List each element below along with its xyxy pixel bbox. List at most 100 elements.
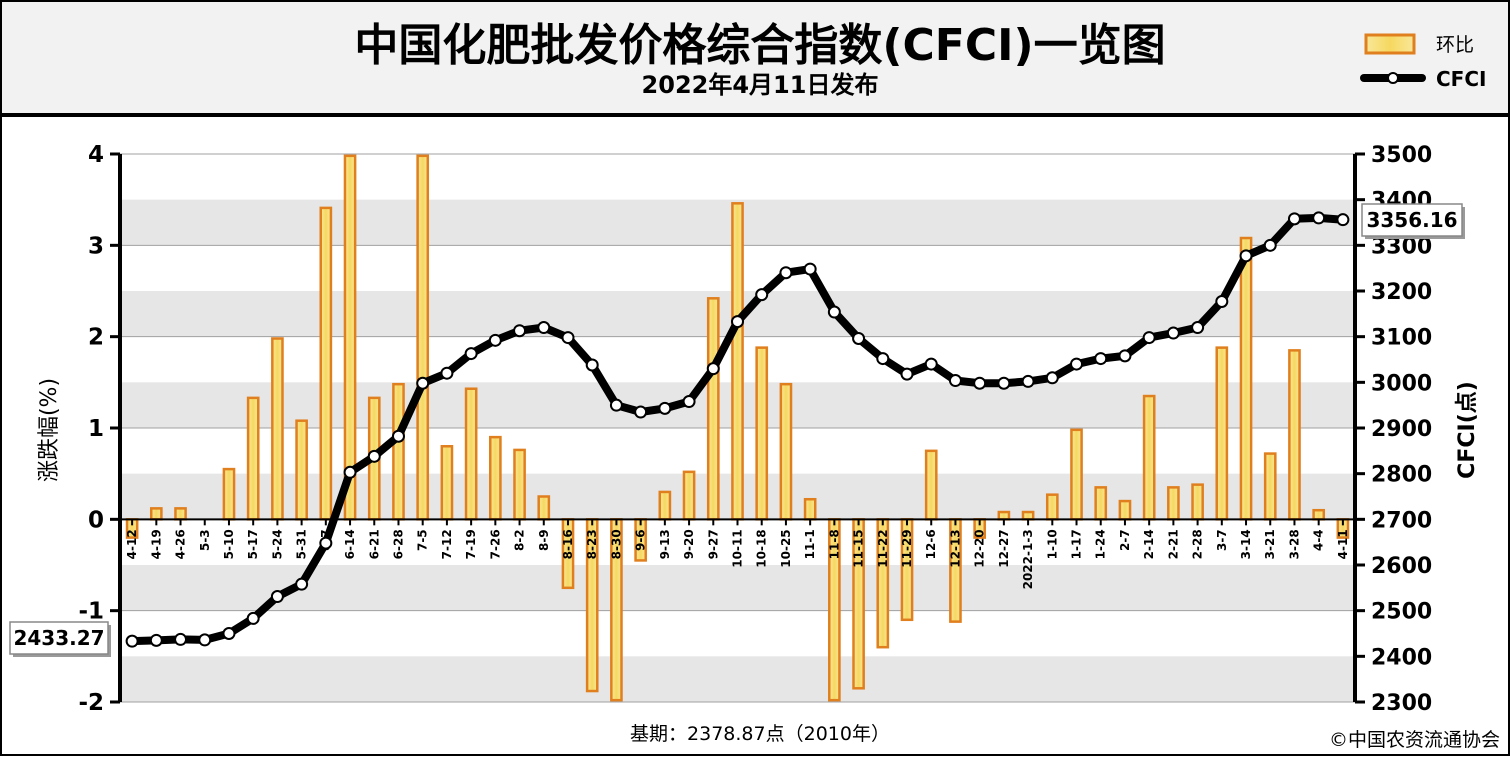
bar: [658, 490, 672, 521]
cfci-point: [852, 331, 866, 345]
chart-title: 中国化肥批发价格综合指数(CFCI)一览图: [354, 20, 1165, 71]
bar: [1312, 508, 1326, 521]
cfci-point: [1166, 326, 1180, 340]
cfci-point: [1239, 249, 1253, 263]
x-tick-label: 11-15: [852, 529, 866, 567]
y-right-tick-label: 2700: [1371, 508, 1432, 533]
x-tick-label: 5-31: [295, 529, 309, 559]
x-tick-label: 4-12: [125, 529, 139, 559]
x-tick-label: 2-14: [1142, 529, 1156, 559]
y-right-tick-label: 3100: [1371, 326, 1432, 351]
y-left-tick-label: 4: [88, 142, 104, 168]
bar: [464, 387, 478, 521]
cfci-point: [343, 465, 357, 479]
bar: [319, 206, 333, 521]
x-tick-label: 11-1: [803, 529, 817, 559]
y-left-tick-label: -1: [78, 599, 104, 625]
chart-subtitle: 2022年4月11日发布: [642, 71, 879, 99]
y-axis-right-label: CFCI(点): [1454, 381, 1480, 479]
cfci-point: [270, 590, 284, 604]
cfci-point: [658, 401, 672, 415]
cfci-point: [319, 536, 333, 550]
bar: [1288, 349, 1301, 521]
x-tick-label: 5-24: [270, 529, 284, 559]
cfci-point: [1215, 295, 1229, 309]
cfci-point: [948, 374, 962, 388]
bar: [1094, 486, 1108, 521]
x-tick-label: 1-24: [1094, 529, 1108, 559]
x-tick-label: 10-11: [731, 529, 745, 567]
cfci-point: [295, 577, 309, 591]
x-tick-label: 9-13: [658, 529, 672, 559]
x-tick-label: 10-25: [779, 529, 793, 567]
y-right-tick-label: 2500: [1371, 600, 1432, 625]
x-tick-label: 7-26: [488, 529, 502, 559]
bar: [731, 202, 744, 521]
y-left-tick-label: 2: [88, 325, 104, 351]
cfci-point: [246, 611, 260, 625]
y-axis-left-label: 涨跌幅(%): [37, 378, 62, 482]
x-tick-labels: 4-124-194-265-35-105-175-245-316-76-146-…: [125, 529, 1350, 589]
bar: [537, 495, 551, 521]
x-tick-label: 4-11: [1336, 529, 1350, 559]
cfci-point: [1118, 349, 1132, 363]
y-right-tick-label: 2800: [1371, 463, 1432, 488]
cfci-point: [416, 376, 430, 390]
callout-box: [9, 621, 109, 655]
cfci-point: [1094, 352, 1108, 366]
x-tick-label: 3-21: [1263, 529, 1277, 559]
x-tick-label: 12-13: [948, 529, 962, 567]
x-tick-label: 3-14: [1239, 529, 1253, 559]
bar: [755, 346, 769, 521]
cfci-point: [585, 358, 599, 372]
x-tick-label: 4-4: [1312, 529, 1326, 551]
cfci-point: [876, 352, 890, 366]
x-tick-label: 2-28: [1191, 529, 1205, 559]
legend-bar-label: 环比: [1436, 34, 1474, 56]
bar: [1167, 486, 1180, 521]
bar: [295, 419, 308, 521]
cfci-point: [537, 321, 551, 335]
x-tick-label: 7-12: [440, 529, 454, 559]
cfci-point: [1021, 374, 1035, 388]
legend-line-marker: [1387, 72, 1399, 84]
x-tick-label: 8-2: [513, 529, 527, 551]
legend-line-label: CFCI: [1436, 67, 1486, 91]
cfci-point: [125, 634, 139, 648]
x-tick-label: 8-30: [609, 529, 623, 559]
x-tick-label: 4-19: [149, 529, 163, 559]
x-tick-label: 3-7: [1215, 529, 1229, 551]
callout-text: 3356.16: [1366, 208, 1457, 232]
bar: [1239, 236, 1253, 521]
cfci-point: [464, 347, 478, 361]
y-right-tick-label: 3000: [1371, 371, 1432, 396]
x-tick-label: 2-7: [1118, 529, 1132, 551]
bar: [997, 510, 1011, 521]
x-tick-label: 8-23: [585, 529, 599, 559]
x-tick-label: 11-29: [900, 529, 914, 567]
x-tick-label: 5-10: [222, 529, 236, 559]
x-tick-label: 7-5: [416, 529, 430, 551]
cfci-point: [706, 362, 720, 376]
x-tick-label: 9-20: [682, 529, 696, 559]
cfci-point: [997, 376, 1011, 390]
bar: [246, 396, 260, 521]
cfci-point: [755, 288, 769, 302]
cfci-point: [513, 324, 527, 338]
y-left-tick-label: 0: [88, 507, 104, 533]
bar: [779, 382, 793, 521]
bar: [1118, 499, 1132, 521]
x-tick-label: 12-27: [997, 529, 1011, 567]
cfci-point: [731, 315, 744, 329]
cfci-point: [488, 333, 502, 347]
y-right-tick-label: 2400: [1371, 645, 1432, 670]
y-right-tick-label: 3200: [1371, 280, 1432, 305]
x-tick-label: 6-21: [367, 529, 381, 559]
cfci-point: [1045, 371, 1059, 385]
bar-series: [125, 154, 1350, 702]
x-tick-label: 7-19: [464, 529, 478, 559]
cfci-point: [827, 305, 841, 319]
y-right-tick-label: 2300: [1371, 691, 1432, 716]
plot-band: [120, 154, 1355, 200]
